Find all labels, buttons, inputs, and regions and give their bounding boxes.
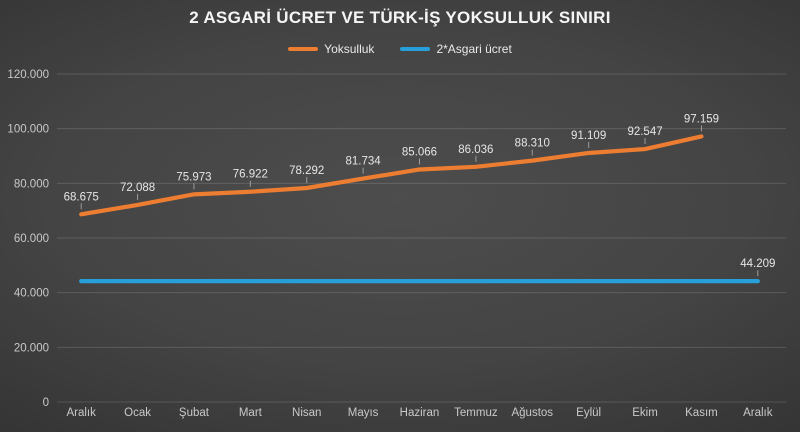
x-axis-label: Haziran [400, 407, 440, 419]
legend-item-asgari-ucret: 2*Asgari ücret [400, 42, 512, 56]
chart-title: 2 ASGARİ ÜCRET VE TÜRK-İŞ YOKSULLUK SINI… [189, 8, 611, 27]
y-axis-tick-label: 40.000 [14, 288, 49, 300]
y-axis-tick-label: 100.000 [7, 124, 49, 136]
x-axis-label: Ağustos [511, 407, 553, 419]
yoksulluk-line-swatch-icon [288, 46, 319, 52]
legend-label-asgari-ucret: 2*Asgari ücret [436, 42, 512, 56]
data-label: 97.159 [684, 113, 719, 125]
legend: Yoksulluk 2*Asgari ücret [0, 42, 800, 56]
legend-item-yoksulluk: Yoksulluk [288, 42, 374, 56]
x-axis-label: Nisan [292, 407, 321, 419]
data-label: 86.036 [458, 144, 493, 156]
x-axis-label: Ocak [124, 407, 151, 419]
data-label: 91.109 [571, 130, 606, 142]
data-label: 88.310 [515, 138, 550, 150]
data-label: 92.547 [627, 126, 662, 138]
y-axis-tick-label: 120.000 [7, 69, 49, 81]
x-axis-label: Mayıs [348, 407, 379, 419]
y-axis-tick-label: 60.000 [14, 233, 49, 245]
data-label: 76.922 [233, 169, 268, 181]
legend-label-yoksulluk: Yoksulluk [324, 42, 375, 56]
x-axis-label: Ekim [632, 407, 658, 419]
asgari-ucret-line-swatch-icon [400, 46, 431, 52]
x-axis-label: Aralık [66, 407, 96, 419]
y-axis-tick-label: 0 [43, 397, 49, 409]
y-axis-tick-label: 80.000 [14, 178, 49, 190]
x-axis-label: Mart [239, 407, 263, 419]
data-label: 68.675 [64, 191, 99, 203]
data-label: 75.973 [176, 171, 211, 183]
x-axis-label: Eylül [576, 407, 601, 419]
data-label: 44.209 [740, 258, 775, 270]
data-label: 72.088 [120, 182, 155, 194]
x-axis-label: Kasım [685, 407, 718, 419]
series-line-yoksulluk [79, 134, 704, 217]
data-label: 81.734 [346, 156, 382, 168]
data-label: 85.066 [402, 146, 437, 158]
x-axis-label: Temmuz [454, 407, 498, 419]
y-axis-tick-label: 20.000 [14, 342, 49, 354]
x-axis-label: Aralık [743, 407, 773, 419]
x-axis-label: Şubat [179, 407, 210, 419]
data-label: 78.292 [289, 165, 324, 177]
